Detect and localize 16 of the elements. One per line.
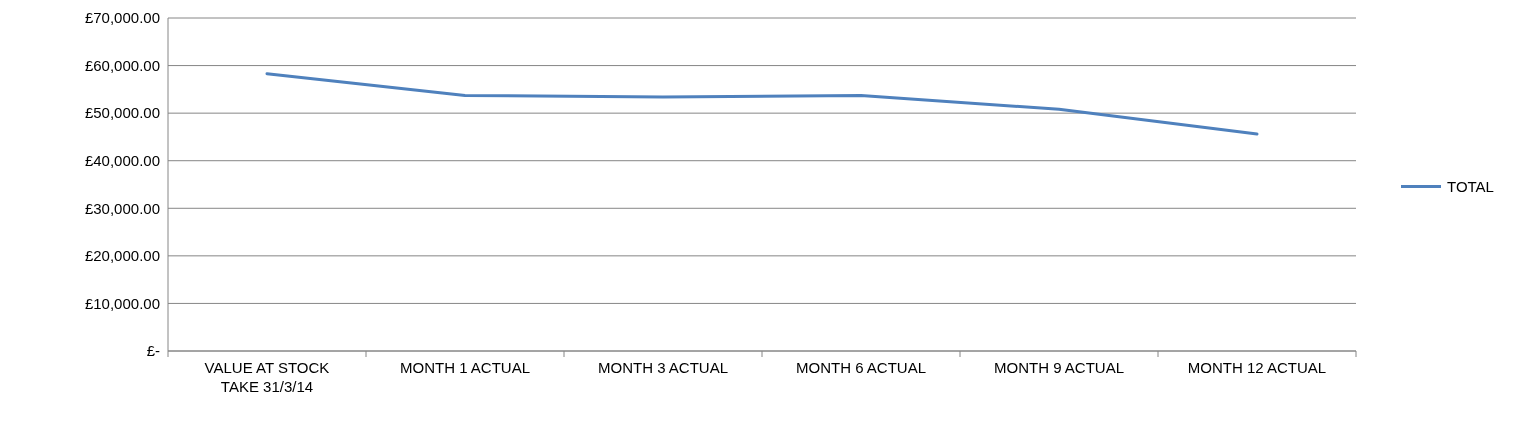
y-tick-label: £60,000.00: [84, 56, 160, 74]
y-tick-label: £50,000.00: [84, 104, 160, 122]
y-tick-label: £-: [146, 342, 160, 360]
y-tick-label: £10,000.00: [84, 294, 160, 312]
legend-label: TOTAL: [1447, 177, 1494, 195]
y-tick-label: £40,000.00: [84, 151, 160, 169]
x-tick-label: VALUE AT STOCK TAKE 31/3/14: [204, 359, 330, 395]
x-tick-label: MONTH 3 ACTUAL: [597, 359, 729, 376]
x-tick-label: MONTH 12 ACTUAL: [1187, 359, 1327, 376]
y-tick-label: £70,000.00: [84, 9, 160, 27]
y-tick-label: £20,000.00: [84, 247, 160, 265]
x-tick-label: MONTH 9 ACTUAL: [993, 359, 1125, 376]
y-tick-label: £30,000.00: [84, 199, 160, 217]
line-series: [265, 72, 1259, 136]
x-tick-label: MONTH 6 ACTUAL: [795, 359, 927, 376]
x-tick-label: MONTH 1 ACTUAL: [399, 359, 531, 376]
